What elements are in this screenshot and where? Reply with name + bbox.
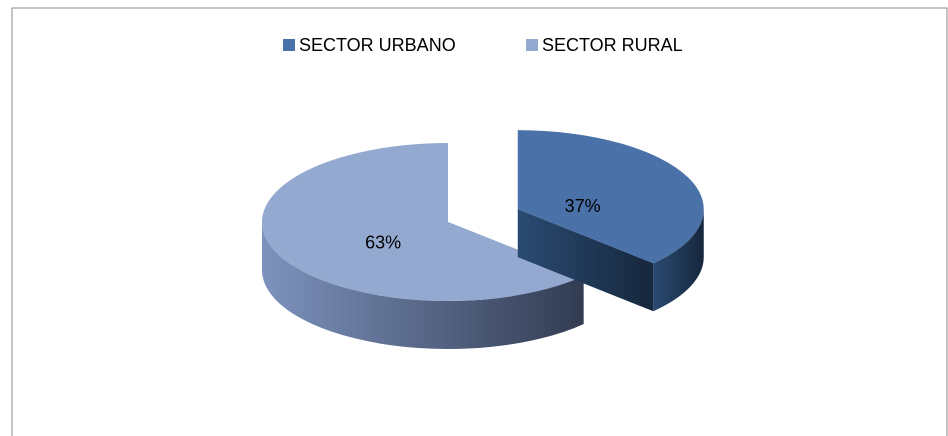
- slice: [261, 143, 584, 301]
- legend-swatch: [283, 39, 295, 51]
- chart-frame: [11, 7, 948, 436]
- slice-face: [517, 209, 654, 312]
- slice-side: [262, 222, 584, 349]
- slice: [517, 130, 704, 264]
- legend-label: SECTOR URBANO: [299, 35, 456, 55]
- legend-swatch: [526, 39, 538, 51]
- slice-side: [653, 209, 704, 312]
- legend-label: SECTOR RURAL: [542, 35, 683, 55]
- data-label: 63%: [365, 233, 401, 253]
- data-label: 37%: [565, 196, 601, 216]
